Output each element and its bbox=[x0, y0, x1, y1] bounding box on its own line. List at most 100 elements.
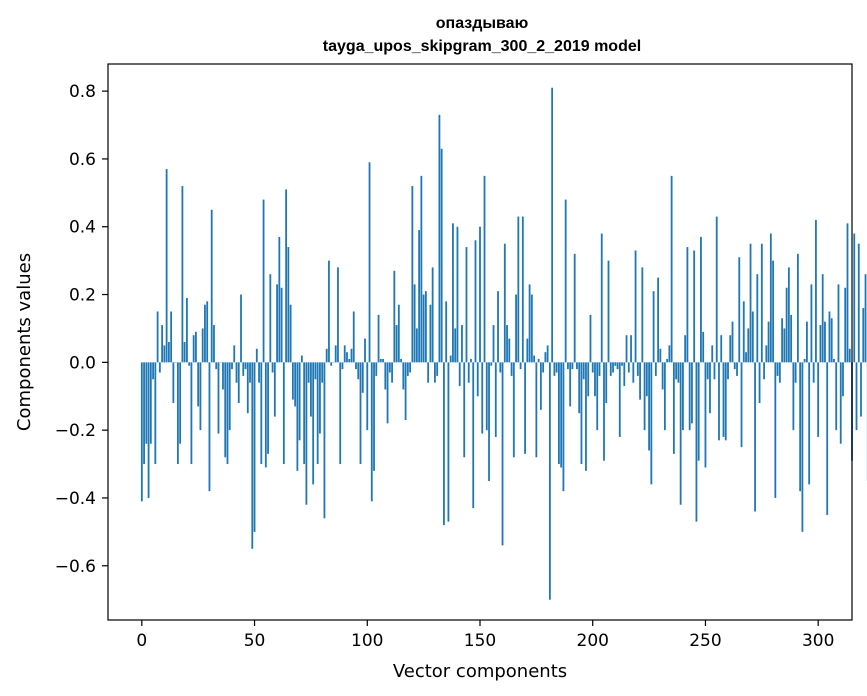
bar bbox=[537, 358, 540, 363]
y-axis: −0.6 −0.4 −0.2 0.0 0.2 0.4 0.6 0.8 bbox=[55, 82, 108, 577]
x-tick-label: 0 bbox=[136, 631, 147, 651]
bar bbox=[465, 247, 468, 363]
bar bbox=[470, 358, 472, 363]
bar bbox=[397, 304, 400, 363]
x-tick-label: 200 bbox=[577, 631, 609, 651]
bar bbox=[483, 175, 486, 363]
bar bbox=[722, 362, 725, 437]
bar bbox=[648, 362, 650, 451]
bar bbox=[476, 362, 479, 397]
bar bbox=[258, 362, 260, 383]
y-tick-label: 0.0 bbox=[69, 353, 96, 373]
bar bbox=[821, 274, 824, 363]
bar bbox=[323, 362, 326, 519]
bar bbox=[846, 223, 849, 363]
bar bbox=[733, 362, 736, 370]
bar bbox=[562, 362, 565, 492]
bar bbox=[364, 338, 366, 363]
bar bbox=[485, 362, 488, 431]
bar bbox=[569, 362, 572, 407]
bar bbox=[589, 314, 592, 363]
bar bbox=[625, 335, 628, 363]
bar bbox=[415, 328, 418, 363]
bar bbox=[663, 362, 666, 431]
bar bbox=[758, 362, 761, 404]
bar bbox=[447, 362, 450, 522]
bar bbox=[267, 362, 269, 454]
bar bbox=[517, 216, 520, 363]
bar bbox=[582, 362, 585, 380]
bar bbox=[215, 362, 218, 370]
bar bbox=[366, 362, 369, 431]
bar bbox=[348, 358, 351, 363]
bar bbox=[240, 294, 242, 363]
bar bbox=[564, 199, 567, 363]
bar bbox=[499, 362, 502, 373]
bar bbox=[585, 362, 587, 471]
bar bbox=[445, 301, 448, 363]
bar bbox=[262, 199, 265, 363]
bar bbox=[375, 362, 378, 376]
bar bbox=[325, 348, 328, 363]
bar bbox=[844, 287, 847, 363]
bar bbox=[197, 362, 200, 407]
bar bbox=[519, 362, 522, 370]
bar bbox=[334, 345, 337, 363]
bar bbox=[607, 260, 610, 363]
bar bbox=[406, 362, 409, 376]
bar bbox=[181, 186, 184, 363]
bar bbox=[830, 318, 833, 363]
bar bbox=[860, 362, 862, 417]
x-tick-label: 300 bbox=[802, 631, 834, 651]
bar bbox=[711, 345, 714, 363]
bar bbox=[382, 358, 384, 363]
bar bbox=[727, 362, 729, 380]
bar bbox=[201, 328, 204, 363]
bar bbox=[666, 358, 669, 363]
bar bbox=[481, 362, 484, 434]
bar bbox=[339, 362, 342, 465]
x-tick-label: 50 bbox=[244, 631, 266, 651]
bar bbox=[548, 362, 551, 600]
bar bbox=[855, 362, 858, 431]
bar bbox=[837, 284, 840, 363]
bar bbox=[409, 362, 412, 373]
bar bbox=[384, 362, 387, 390]
bar bbox=[456, 226, 459, 363]
bar bbox=[307, 362, 310, 383]
bar bbox=[165, 169, 168, 363]
bar bbox=[767, 321, 770, 363]
bar bbox=[605, 362, 608, 404]
bar bbox=[612, 362, 614, 373]
bar bbox=[298, 362, 301, 441]
bar bbox=[763, 362, 765, 380]
bar bbox=[573, 253, 576, 363]
bar bbox=[422, 294, 425, 363]
bar bbox=[154, 362, 157, 465]
bar bbox=[149, 362, 152, 444]
bar bbox=[343, 345, 346, 363]
bar bbox=[808, 362, 811, 485]
bar bbox=[228, 362, 231, 431]
bar bbox=[321, 362, 324, 383]
bar bbox=[749, 243, 752, 363]
bar bbox=[359, 362, 362, 465]
bar bbox=[255, 348, 258, 363]
x-axis: 0 50 100 150 200 250 300 bbox=[136, 620, 834, 651]
bar bbox=[251, 362, 254, 549]
bar bbox=[355, 362, 357, 370]
bar bbox=[249, 362, 251, 383]
bar bbox=[819, 325, 822, 363]
bar bbox=[199, 362, 202, 431]
bar bbox=[792, 362, 795, 431]
bar bbox=[253, 362, 256, 532]
bar bbox=[452, 223, 454, 363]
bar bbox=[246, 362, 249, 414]
bar bbox=[810, 284, 813, 363]
bar bbox=[778, 362, 781, 383]
bar bbox=[140, 362, 143, 502]
bar bbox=[693, 250, 696, 363]
bar bbox=[312, 362, 315, 485]
bar bbox=[440, 148, 443, 363]
bar bbox=[544, 352, 547, 363]
